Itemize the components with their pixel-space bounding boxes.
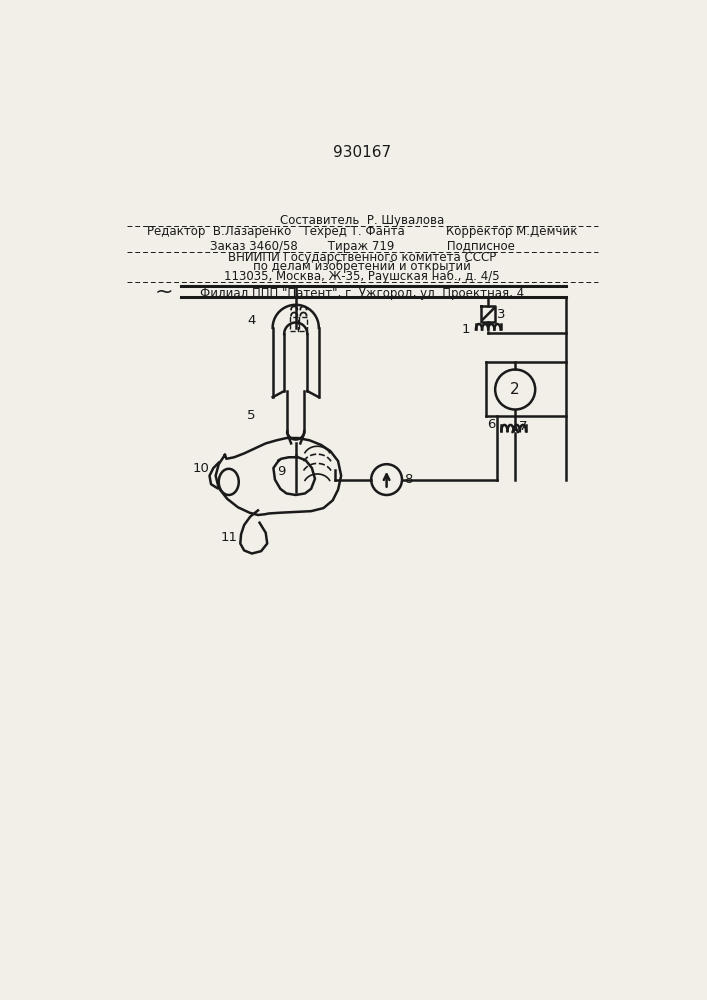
Text: ~: ~ (155, 281, 173, 301)
Text: по делам изобретений и открытий: по делам изобретений и открытий (253, 260, 471, 273)
Text: 10: 10 (192, 462, 209, 475)
Text: Редактор  В.Лазаренко   Техред Т. Фанта           Корректор М.Демчик: Редактор В.Лазаренко Техред Т. Фанта Кор… (147, 225, 577, 238)
Text: Составитель  Р. Шувалова: Составитель Р. Шувалова (280, 214, 444, 227)
Text: Филиал ППП "Патент", г. Ужгород, ул. Проектная, 4: Филиал ППП "Патент", г. Ужгород, ул. Про… (200, 287, 524, 300)
Text: 3: 3 (498, 308, 506, 321)
Text: 6: 6 (487, 418, 495, 431)
Text: 4: 4 (247, 314, 256, 327)
Text: 2: 2 (510, 382, 520, 397)
Text: 1: 1 (461, 323, 469, 336)
Text: 5: 5 (247, 409, 256, 422)
Bar (290, 317, 298, 331)
Text: 11: 11 (221, 531, 238, 544)
Bar (299, 317, 308, 331)
Text: 7: 7 (519, 420, 527, 433)
Text: 9: 9 (277, 465, 286, 478)
Text: Заказ 3460/58        Тираж 719              Подписное: Заказ 3460/58 Тираж 719 Подписное (209, 240, 515, 253)
Text: 8: 8 (404, 473, 413, 486)
Text: ВНИИПИ Государственного комитета СССР: ВНИИПИ Государственного комитета СССР (228, 251, 496, 264)
Text: 113035, Москва, Ж-35, Раушская наб., д. 4/5: 113035, Москва, Ж-35, Раушская наб., д. … (224, 270, 500, 283)
Text: 930167: 930167 (333, 145, 391, 160)
